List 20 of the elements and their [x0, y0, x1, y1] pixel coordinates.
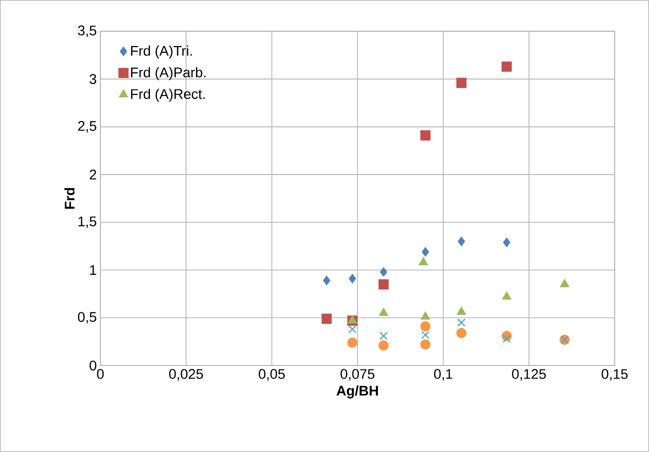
x-tick-label: 0 [97, 369, 104, 379]
x-axis-title: Ag/BH [336, 385, 378, 399]
x-tick-label: 0,15 [602, 369, 628, 381]
legend-label: Frd (A)Tri. [131, 46, 192, 59]
y-tick-label: 0 [90, 360, 96, 371]
x-tick-label: 0,1 [434, 369, 452, 381]
y-tick-label: 2,5 [78, 121, 96, 133]
y-tick-label: 3 [90, 74, 96, 84]
y-axis-title: Frd [64, 188, 75, 209]
y-tick-label: 3,5 [78, 26, 96, 38]
x-tick-label: 0,075 [340, 369, 374, 381]
legend-label: Frd (A)Parb. [131, 67, 206, 80]
y-tick-label: 1,5 [78, 216, 96, 228]
y-tick-label: 0,5 [78, 312, 96, 324]
y-tick-label: 1 [90, 265, 96, 275]
x-tick-label: 0,125 [512, 369, 546, 381]
y-tick-label: 2 [90, 170, 96, 180]
legend-label: Frd (A)Rect. [131, 88, 205, 102]
x-tick-label: 0,05 [258, 369, 285, 381]
x-tick-label: 0,025 [169, 369, 203, 381]
